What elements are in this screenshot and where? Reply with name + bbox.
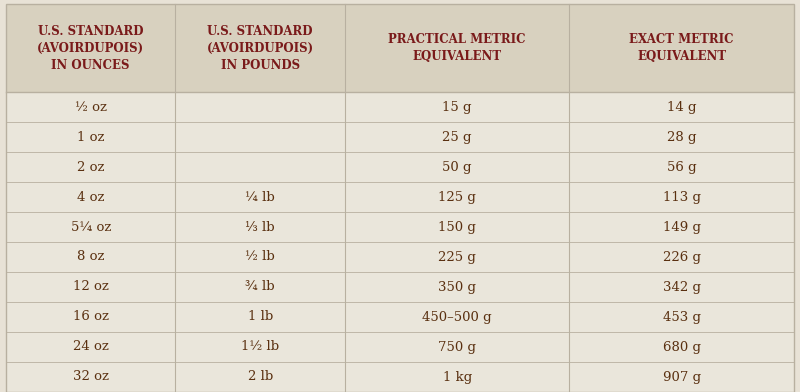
Text: 2 lb: 2 lb <box>247 370 273 383</box>
Text: 453 g: 453 g <box>662 310 701 323</box>
Text: PRACTICAL METRIC
EQUIVALENT: PRACTICAL METRIC EQUIVALENT <box>388 33 526 63</box>
Bar <box>6 92 794 122</box>
Text: 125 g: 125 g <box>438 191 476 203</box>
Text: 4 oz: 4 oz <box>77 191 105 203</box>
Text: 50 g: 50 g <box>442 160 472 174</box>
Bar <box>6 122 794 152</box>
Bar <box>6 362 794 392</box>
Bar <box>6 272 794 302</box>
Text: 56 g: 56 g <box>667 160 697 174</box>
Text: 2 oz: 2 oz <box>77 160 105 174</box>
Text: 1 kg: 1 kg <box>442 370 472 383</box>
Text: ⅓ lb: ⅓ lb <box>246 221 275 234</box>
Text: 15 g: 15 g <box>442 100 472 114</box>
Bar <box>6 182 794 212</box>
Bar <box>6 332 794 362</box>
Bar <box>6 4 794 92</box>
Bar <box>0 4 6 392</box>
Text: 226 g: 226 g <box>662 250 701 263</box>
Text: 225 g: 225 g <box>438 250 476 263</box>
Text: 12 oz: 12 oz <box>73 281 109 294</box>
Text: 28 g: 28 g <box>667 131 697 143</box>
Text: 25 g: 25 g <box>442 131 472 143</box>
Bar <box>6 152 794 182</box>
Bar <box>6 212 794 242</box>
Text: 113 g: 113 g <box>662 191 701 203</box>
Text: 14 g: 14 g <box>667 100 697 114</box>
Text: 350 g: 350 g <box>438 281 476 294</box>
Text: 450–500 g: 450–500 g <box>422 310 492 323</box>
Text: 1½ lb: 1½ lb <box>241 341 279 354</box>
Bar <box>6 302 794 332</box>
Text: 8 oz: 8 oz <box>77 250 105 263</box>
Text: U.S. STANDARD
(AVOIRDUPOIS)
IN POUNDS: U.S. STANDARD (AVOIRDUPOIS) IN POUNDS <box>206 25 314 71</box>
Text: 149 g: 149 g <box>662 221 701 234</box>
Text: ¾ lb: ¾ lb <box>246 281 275 294</box>
Text: ¼ lb: ¼ lb <box>246 191 275 203</box>
Text: ½ lb: ½ lb <box>246 250 275 263</box>
Text: ½ oz: ½ oz <box>74 100 106 114</box>
Text: 32 oz: 32 oz <box>73 370 109 383</box>
Text: 16 oz: 16 oz <box>73 310 109 323</box>
Bar <box>794 4 800 392</box>
Text: 150 g: 150 g <box>438 221 476 234</box>
Text: 1 oz: 1 oz <box>77 131 105 143</box>
Text: 750 g: 750 g <box>438 341 476 354</box>
Text: 5¼ oz: 5¼ oz <box>70 221 111 234</box>
Text: 342 g: 342 g <box>662 281 701 294</box>
Text: 680 g: 680 g <box>662 341 701 354</box>
Text: U.S. STANDARD
(AVOIRDUPOIS)
IN OUNCES: U.S. STANDARD (AVOIRDUPOIS) IN OUNCES <box>37 25 144 71</box>
Bar <box>0 0 800 4</box>
Text: 1 lb: 1 lb <box>247 310 273 323</box>
Bar <box>6 242 794 272</box>
Text: EXACT METRIC
EQUIVALENT: EXACT METRIC EQUIVALENT <box>630 33 734 63</box>
Text: 907 g: 907 g <box>662 370 701 383</box>
Text: 24 oz: 24 oz <box>73 341 109 354</box>
